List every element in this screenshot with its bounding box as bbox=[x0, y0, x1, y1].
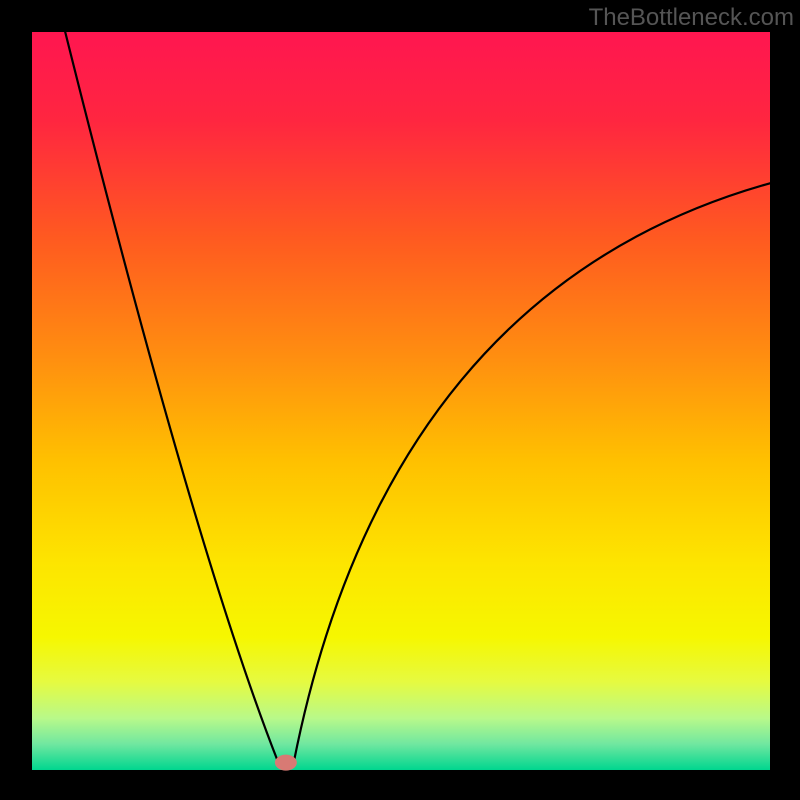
chart-canvas: TheBottleneck.com bbox=[0, 0, 800, 800]
curve-layer bbox=[32, 32, 770, 770]
bottleneck-curve bbox=[65, 32, 770, 761]
optimal-point-marker bbox=[275, 755, 297, 771]
plot-area bbox=[32, 32, 770, 770]
watermark-text: TheBottleneck.com bbox=[589, 4, 794, 32]
